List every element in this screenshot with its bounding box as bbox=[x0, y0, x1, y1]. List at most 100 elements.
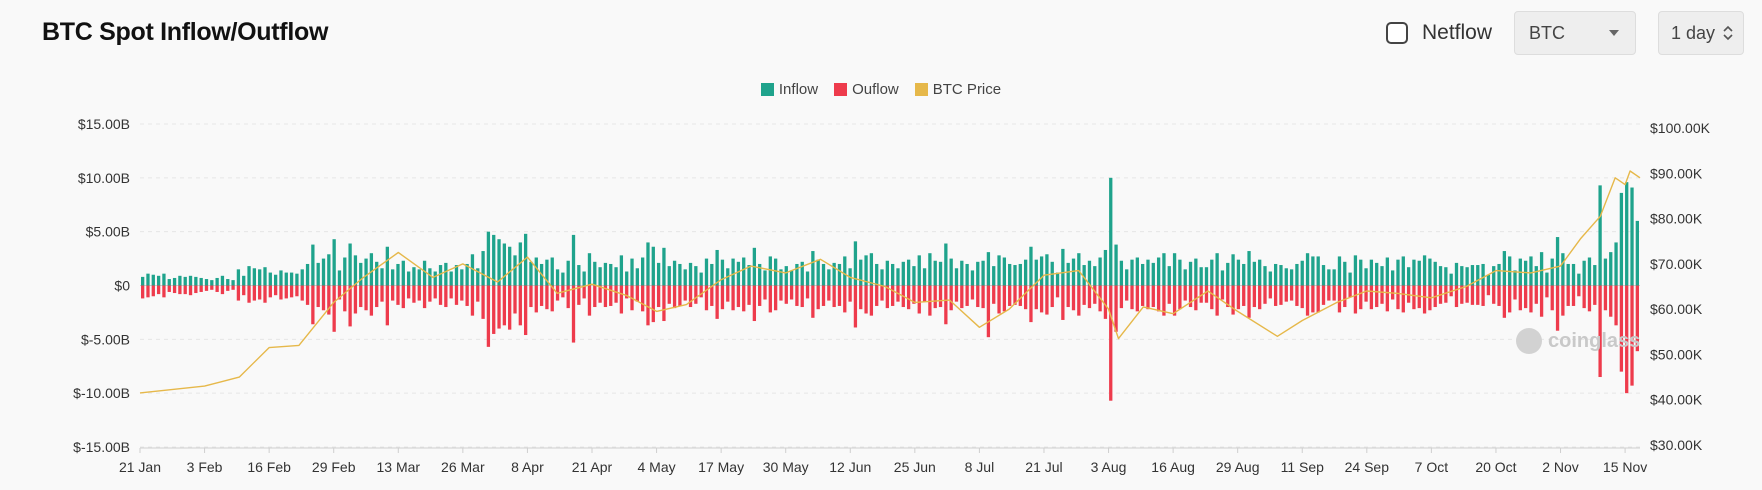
inflow-bar[interactable] bbox=[396, 263, 400, 286]
inflow-bar[interactable] bbox=[747, 265, 751, 286]
inflow-bar[interactable] bbox=[486, 231, 491, 286]
outflow-bar[interactable] bbox=[997, 285, 1001, 314]
outflow-bar[interactable] bbox=[1263, 285, 1267, 304]
inflow-bar[interactable] bbox=[284, 272, 288, 286]
inflow-bar[interactable] bbox=[231, 280, 235, 286]
inflow-bar[interactable] bbox=[837, 263, 842, 286]
outflow-bar[interactable] bbox=[1343, 285, 1347, 308]
outflow-bar[interactable] bbox=[1518, 285, 1522, 311]
outflow-bar[interactable] bbox=[188, 285, 193, 296]
inflow-bar[interactable] bbox=[1396, 259, 1400, 286]
outflow-bar[interactable] bbox=[1018, 285, 1022, 306]
outflow-bar[interactable] bbox=[1071, 285, 1076, 311]
inflow-bar[interactable] bbox=[263, 267, 267, 286]
inflow-bar[interactable] bbox=[853, 241, 858, 286]
inflow-bar[interactable] bbox=[917, 255, 921, 286]
inflow-bar[interactable] bbox=[891, 263, 895, 286]
outflow-bar[interactable] bbox=[784, 285, 788, 304]
outflow-bar[interactable] bbox=[1444, 285, 1448, 303]
inflow-bar[interactable] bbox=[454, 265, 459, 286]
inflow-bar[interactable] bbox=[683, 269, 687, 286]
asset-select[interactable]: BTC bbox=[1514, 11, 1636, 55]
inflow-bar[interactable] bbox=[1492, 266, 1496, 286]
inflow-bar[interactable] bbox=[1417, 260, 1421, 286]
outflow-bar[interactable] bbox=[220, 285, 225, 295]
outflow-bar[interactable] bbox=[396, 285, 400, 305]
inflow-bar[interactable] bbox=[327, 254, 331, 286]
inflow-bar[interactable] bbox=[1103, 249, 1108, 286]
outflow-bar[interactable] bbox=[1566, 285, 1570, 306]
outflow-bar[interactable] bbox=[311, 285, 315, 325]
inflow-bar[interactable] bbox=[273, 274, 278, 286]
inflow-bar[interactable] bbox=[1571, 263, 1576, 286]
outflow-bar[interactable] bbox=[635, 285, 639, 302]
inflow-bar[interactable] bbox=[598, 267, 602, 286]
inflow-bar[interactable] bbox=[1135, 257, 1139, 286]
outflow-bar[interactable] bbox=[1380, 285, 1384, 304]
outflow-bar[interactable] bbox=[428, 285, 432, 302]
outflow-bar[interactable] bbox=[273, 285, 278, 296]
outflow-bar[interactable] bbox=[965, 285, 969, 306]
outflow-bar[interactable] bbox=[1268, 285, 1272, 299]
inflow-bar[interactable] bbox=[194, 276, 198, 286]
inflow-bar[interactable] bbox=[258, 269, 262, 286]
outflow-bar[interactable] bbox=[577, 285, 581, 305]
inflow-bar[interactable] bbox=[1609, 252, 1613, 286]
inflow-bar[interactable] bbox=[609, 263, 613, 286]
netflow-toggle[interactable]: Netflow bbox=[1385, 21, 1492, 45]
outflow-bar[interactable] bbox=[1029, 285, 1033, 323]
interval-select[interactable]: 1 day bbox=[1658, 11, 1744, 55]
inflow-bar[interactable] bbox=[789, 270, 794, 286]
inflow-bar[interactable] bbox=[321, 258, 326, 286]
outflow-bar[interactable] bbox=[242, 285, 246, 296]
inflow-bar[interactable] bbox=[1231, 254, 1235, 286]
outflow-bar[interactable] bbox=[141, 285, 145, 299]
inflow-bar[interactable] bbox=[289, 272, 294, 286]
outflow-bar[interactable] bbox=[1550, 285, 1554, 311]
outflow-bar[interactable] bbox=[1593, 285, 1597, 305]
inflow-bar[interactable] bbox=[811, 251, 815, 286]
inflow-bar[interactable] bbox=[518, 242, 522, 286]
inflow-bar[interactable] bbox=[178, 275, 182, 286]
inflow-bar[interactable] bbox=[827, 269, 831, 286]
outflow-bar[interactable] bbox=[1226, 285, 1230, 308]
inflow-bar[interactable] bbox=[922, 268, 927, 286]
inflow-bar[interactable] bbox=[1449, 273, 1453, 286]
inflow-bar[interactable] bbox=[337, 270, 342, 286]
outflow-bar[interactable] bbox=[859, 285, 863, 310]
inflow-bar[interactable] bbox=[736, 261, 741, 286]
outflow-bar[interactable] bbox=[1156, 285, 1161, 312]
inflow-bar[interactable] bbox=[167, 279, 171, 286]
outflow-bar[interactable] bbox=[470, 285, 475, 316]
inflow-bar[interactable] bbox=[859, 259, 863, 286]
inflow-bar[interactable] bbox=[268, 272, 272, 286]
inflow-bar[interactable] bbox=[795, 263, 799, 286]
outflow-bar[interactable] bbox=[449, 285, 453, 299]
netflow-checkbox[interactable] bbox=[1385, 22, 1408, 44]
inflow-bar[interactable] bbox=[1476, 265, 1480, 286]
outflow-bar[interactable] bbox=[444, 285, 448, 308]
outflow-bar[interactable] bbox=[204, 285, 209, 291]
inflow-bar[interactable] bbox=[1327, 269, 1331, 286]
inflow-bar[interactable] bbox=[641, 257, 645, 286]
outflow-bar[interactable] bbox=[1002, 285, 1007, 312]
inflow-bar[interactable] bbox=[843, 256, 847, 286]
outflow-bar[interactable] bbox=[928, 285, 932, 316]
inflow-bar[interactable] bbox=[1582, 260, 1586, 286]
outflow-bar[interactable] bbox=[1247, 285, 1251, 318]
outflow-bar[interactable] bbox=[289, 285, 294, 298]
outflow-bar[interactable] bbox=[1311, 285, 1315, 313]
outflow-bar[interactable] bbox=[486, 285, 491, 347]
outflow-bar[interactable] bbox=[869, 285, 874, 316]
outflow-bar[interactable] bbox=[1545, 285, 1549, 298]
outflow-bar[interactable] bbox=[662, 285, 666, 322]
inflow-bar[interactable] bbox=[295, 273, 299, 286]
inflow-bar[interactable] bbox=[417, 269, 421, 286]
inflow-bar[interactable] bbox=[773, 258, 778, 286]
outflow-bar[interactable] bbox=[1635, 285, 1639, 352]
outflow-bar[interactable] bbox=[327, 285, 331, 315]
legend-item-outflow[interactable]: Ouflow bbox=[834, 81, 899, 98]
inflow-bar[interactable] bbox=[162, 273, 166, 286]
inflow-bar[interactable] bbox=[236, 269, 241, 286]
outflow-bar[interactable] bbox=[758, 285, 762, 306]
